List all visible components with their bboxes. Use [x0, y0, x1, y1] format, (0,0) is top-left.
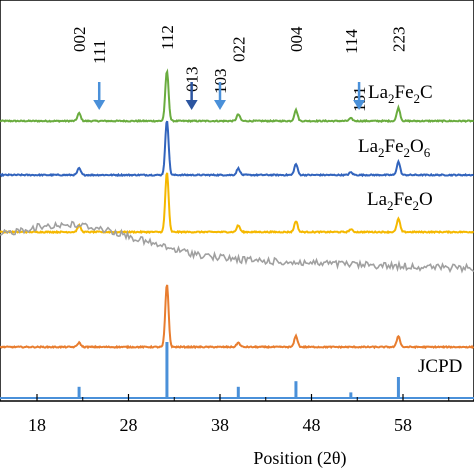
x-axis: 18 28 38 48 58 — [28, 394, 450, 435]
series-label: La2Fe2C — [368, 82, 433, 106]
peak-arrow-head — [214, 100, 226, 110]
peak-index-label: 111 — [90, 40, 109, 64]
peak-index-label: 112 — [158, 25, 177, 50]
peak-index-label: 022 — [229, 37, 248, 62]
series-label: JCPD — [418, 356, 462, 377]
series-label: La2Fe2O6 — [358, 136, 431, 160]
peak-index-label: 103 — [211, 69, 230, 95]
peak-arrow-head — [93, 100, 106, 110]
series-line — [0, 68, 474, 124]
series-line-amorphous — [0, 220, 474, 274]
x-tick-label: 38 — [211, 415, 229, 435]
x-axis-label: Position (2θ) — [253, 448, 346, 469]
x-tick-label: 48 — [303, 415, 321, 435]
peak-arrow-head — [185, 100, 198, 110]
x-tick-label: 28 — [120, 415, 138, 435]
series-line — [0, 120, 474, 178]
series-line — [0, 284, 474, 350]
peak-index-label: 002 — [70, 27, 89, 53]
annotation-layer: La2Fe2C La2Fe2O6 La2Fe2O JCPD 002 111 112 013 10… — [70, 25, 462, 377]
series-layer — [0, 68, 474, 399]
x-tick-label: 18 — [28, 415, 46, 435]
plot-frame — [0, 0, 474, 402]
peak-arrow-head — [353, 100, 366, 110]
peak-index-label: 004 — [287, 26, 306, 52]
series-label: La2Fe2O — [367, 189, 433, 213]
peak-index-label: 223 — [389, 27, 408, 53]
peak-index-label: 013 — [183, 67, 202, 93]
x-tick-label: 58 — [394, 415, 412, 435]
peak-index-label: 114 — [342, 29, 361, 54]
